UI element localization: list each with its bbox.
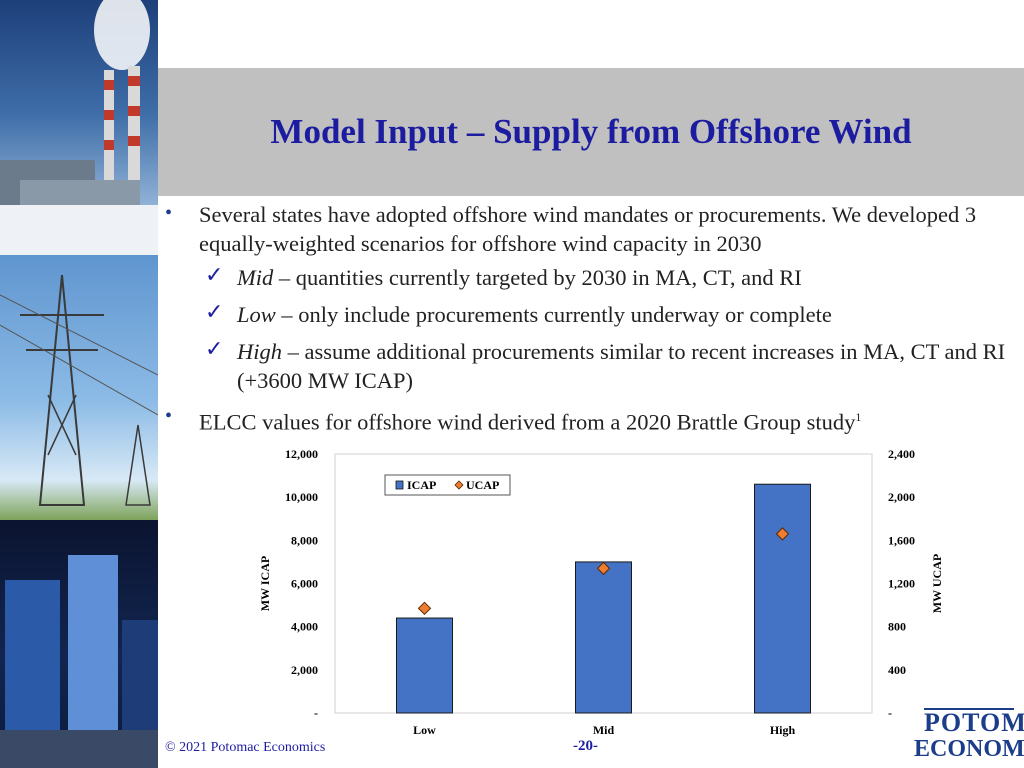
- icap-bar: [754, 483, 811, 714]
- bullet-dot-icon: •: [165, 202, 173, 224]
- sub-bullet-term: Mid: [237, 265, 274, 290]
- y-right-tick-label: 1,600: [888, 533, 915, 547]
- skyline-image: [0, 555, 158, 768]
- copyright-footer: © 2021 Potomac Economics: [165, 740, 326, 755]
- legend-icap-swatch: [395, 480, 404, 490]
- ucap-marker: [417, 601, 432, 616]
- legend-icap-label: ICAP: [407, 478, 436, 492]
- bullet-text: Several states have adopted offshore win…: [199, 202, 977, 256]
- sub-bullet-low: ✓ Low – only include procurements curren…: [165, 299, 1015, 329]
- x-tick-label: High: [770, 723, 796, 737]
- checkmark-icon: ✓: [205, 262, 224, 287]
- page-number: -20-: [573, 738, 598, 754]
- y-left-tick-label: 6,000: [291, 577, 318, 591]
- transmission-tower-image: [0, 274, 158, 506]
- y-right-tick-label: 400: [888, 663, 906, 677]
- slide-title: Model Input – Supply from Offshore Wind: [270, 112, 912, 151]
- sub-bullet-mid: ✓ Mid – quantities currently targeted by…: [165, 262, 1015, 292]
- y-left-tick-label: 2,000: [291, 663, 318, 677]
- title-band: [158, 68, 1024, 196]
- legend-box: [384, 474, 511, 496]
- y-left-tick-label: 12,000: [285, 447, 318, 461]
- company-logo: POTOMAC ECONOMICS: [914, 708, 1024, 768]
- logo-line-2: ECONOMICS: [914, 736, 1024, 762]
- checkmark-icon: ✓: [205, 336, 224, 361]
- bullet-dot-icon: •: [165, 405, 173, 427]
- transmission-tower-photo: [0, 255, 158, 520]
- ucap-marker: [775, 527, 790, 541]
- icap-bar: [575, 561, 632, 714]
- footnote-marker: 1: [855, 410, 862, 424]
- sub-bullet-high: ✓ High – assume additional procurements …: [165, 336, 1015, 395]
- y-left-tick-label: 10,000: [285, 490, 318, 504]
- offshore-wind-chart: - 2,000 4,000 6,000 8,000 10,000 12,000 - 400 800…: [258, 447, 944, 737]
- sub-bullet-term: High: [237, 339, 282, 364]
- legend-ucap-label: UCAP: [466, 478, 499, 492]
- bullet-list: • Several states have adopted offshore w…: [165, 200, 1015, 442]
- bullet-item: • Several states have adopted offshore w…: [165, 200, 1015, 258]
- bullet-item: • ELCC values for offshore wind derived …: [165, 403, 1015, 437]
- decorative-photo-strip: [0, 0, 158, 768]
- y-left-axis-label: MW ICAP: [258, 556, 272, 611]
- y-right-tick-label: -: [888, 706, 892, 720]
- x-tick-label: Low: [413, 723, 436, 737]
- y-left-tick-label: 4,000: [291, 620, 318, 634]
- y-right-tick-label: 1,200: [888, 577, 915, 591]
- sub-bullet-text: – only include procurements currently un…: [275, 302, 832, 327]
- bullet-text: ELCC values for offshore wind derived fr…: [199, 409, 856, 435]
- logo-line-1: POTOMAC: [924, 708, 1024, 737]
- ucap-marker: [596, 561, 611, 576]
- y-right-tick-label: 800: [888, 620, 906, 634]
- icap-bar: [396, 617, 453, 714]
- checkmark-icon: ✓: [205, 299, 224, 324]
- y-right-axis-label: MW UCAP: [930, 554, 944, 613]
- sub-bullet-text: – quantities currently targeted by 2030 …: [273, 265, 802, 290]
- y-right-tick-label: 2,400: [888, 447, 915, 461]
- y-right-tick-label: 2,000: [888, 490, 915, 504]
- legend-ucap-swatch: [454, 480, 464, 490]
- sub-bullet-term: Low: [237, 302, 276, 327]
- smokestacks-image: [0, 0, 158, 255]
- x-tick-label: Mid: [593, 723, 615, 737]
- sub-bullet-text: – assume additional procurements similar…: [237, 339, 1006, 393]
- power-plant-photo: [0, 0, 158, 255]
- y-left-tick-label: -: [314, 706, 318, 720]
- y-left-tick-label: 8,000: [291, 533, 318, 547]
- city-skyline-photo: [0, 520, 158, 768]
